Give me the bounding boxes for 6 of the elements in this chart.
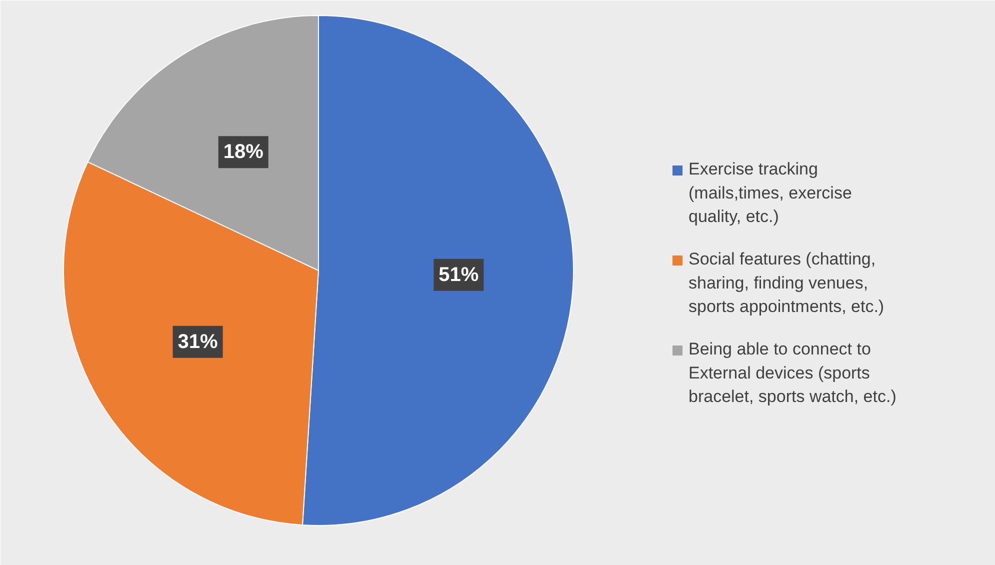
data-label: 51% (438, 264, 479, 286)
legend-label: Exercise tracking (mails,times, exercise quality, etc.) (688, 160, 852, 226)
legend-label: Social features (chatting, sharing, finding venues, sports appointments, etc.) (688, 250, 884, 316)
legend-label: Being able to connect to External devices (sports bracelet, sports watch, etc.) (688, 340, 896, 406)
data-label: 31% (178, 330, 218, 353)
data-label: 18% (223, 141, 264, 164)
